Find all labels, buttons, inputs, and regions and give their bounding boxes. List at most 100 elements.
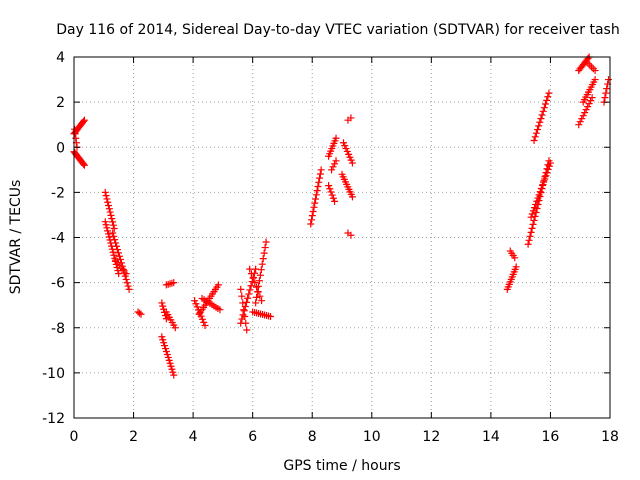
data-point: [536, 188, 544, 196]
data-point: [348, 193, 356, 201]
data-point: [329, 163, 337, 171]
y-tick-label: -12: [42, 411, 65, 427]
data-point: [525, 236, 533, 244]
data-point: [528, 224, 536, 232]
data-point: [252, 299, 260, 307]
data-point: [253, 293, 261, 301]
data-point: [259, 255, 267, 263]
data-point: [544, 93, 552, 101]
data-point: [106, 208, 114, 216]
data-point: [262, 238, 270, 246]
data-point: [538, 181, 546, 189]
data-point: [576, 118, 584, 126]
data-point: [307, 220, 315, 228]
data-point: [216, 306, 224, 314]
data-point: [109, 248, 117, 256]
data-point: [260, 249, 268, 257]
data-point: [125, 285, 133, 293]
data-point: [113, 242, 121, 250]
y-axis-label: SDTVAR / TECUs: [8, 180, 24, 295]
y-tick-label: -8: [51, 321, 65, 337]
data-point: [243, 326, 251, 334]
data-point: [527, 228, 535, 236]
data-point: [531, 204, 539, 212]
data-point: [538, 111, 546, 119]
y-tick-labels: -12 -10 -8 -6 -4 -2 0 2 4: [42, 50, 65, 427]
data-point: [601, 94, 609, 102]
x-axis-label: GPS time / hours: [283, 458, 400, 474]
data-point: [162, 315, 170, 323]
y-tick-label: -6: [51, 276, 65, 292]
data-point: [543, 96, 551, 104]
x-tick-label: 12: [422, 429, 440, 445]
data-point: [246, 265, 254, 273]
data-point: [588, 63, 596, 71]
data-point: [168, 365, 176, 373]
data-point: [169, 368, 177, 376]
data-point: [535, 191, 543, 199]
data-point: [158, 299, 166, 307]
data-point: [347, 114, 355, 122]
data-point: [257, 266, 265, 274]
data-point: [170, 371, 178, 379]
data-point: [163, 350, 171, 358]
data-point: [327, 188, 335, 196]
data-point: [102, 221, 110, 229]
data-point: [245, 290, 253, 298]
data-point: [238, 292, 246, 300]
data-point: [543, 169, 551, 177]
data-point: [109, 218, 117, 226]
data-point: [532, 129, 540, 137]
data-point: [533, 197, 541, 205]
data-point: [193, 303, 201, 311]
data-point: [101, 188, 109, 196]
data-point: [348, 159, 356, 167]
data-point: [103, 195, 111, 203]
data-point: [124, 282, 132, 290]
data-point: [584, 103, 592, 111]
x-tick-label: 16: [542, 429, 560, 445]
data-point: [110, 224, 118, 232]
data-point: [530, 216, 538, 224]
data-point: [105, 233, 113, 241]
data-point: [111, 254, 119, 262]
data-point: [537, 115, 545, 123]
data-point: [316, 170, 324, 178]
data-point: [247, 282, 255, 290]
data-point: [579, 112, 587, 120]
data-point: [540, 178, 548, 186]
data-point: [534, 194, 542, 202]
x-tick-label: 2: [129, 429, 138, 445]
data-point: [158, 333, 166, 341]
data-point: [241, 312, 249, 320]
data-point: [261, 244, 269, 252]
data-point: [170, 279, 178, 287]
data-point: [582, 106, 590, 114]
data-point: [317, 166, 325, 174]
data-point: [110, 232, 118, 240]
data-point: [252, 265, 260, 273]
data-point: [328, 166, 336, 174]
data-point: [529, 220, 537, 228]
data-point: [326, 185, 334, 193]
data-point: [80, 116, 88, 124]
data-point: [104, 227, 112, 235]
chart-title: Day 116 of 2014, Sidereal Day-to-day VTE…: [56, 22, 619, 38]
data-point: [110, 251, 118, 259]
data-point: [119, 265, 127, 273]
data-point: [545, 89, 553, 97]
data-point: [541, 175, 549, 183]
data-point: [347, 231, 355, 239]
data-point: [531, 133, 539, 141]
x-tick-label: 14: [482, 429, 500, 445]
data-point: [528, 210, 536, 218]
x-tick-label: 8: [308, 429, 317, 445]
data-point: [159, 336, 167, 344]
data-point: [115, 252, 123, 260]
data-point: [315, 178, 323, 186]
y-tick-label: 0: [56, 140, 65, 156]
data-point: [198, 315, 206, 323]
data-point: [532, 200, 540, 208]
data-point: [162, 345, 170, 353]
